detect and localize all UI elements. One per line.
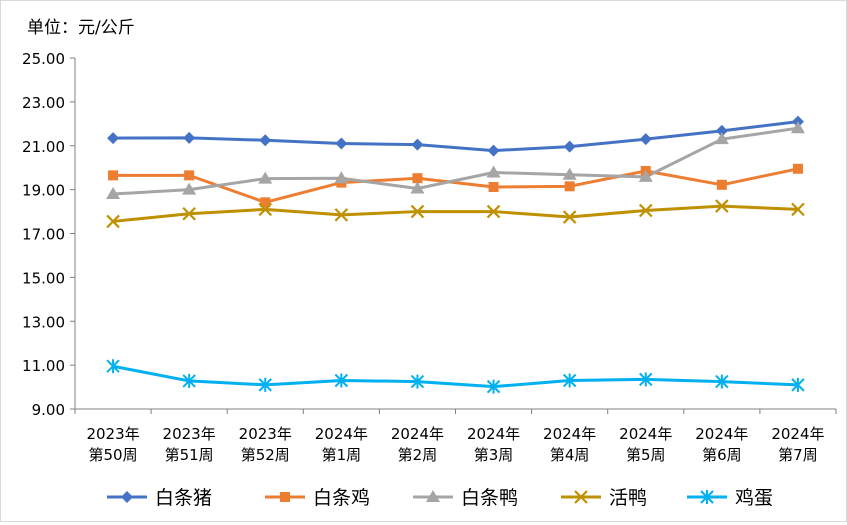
legend-marker: [574, 490, 588, 504]
legend-marker: [426, 490, 440, 502]
data-point: [410, 181, 425, 194]
series-line-2: [112, 126, 799, 196]
x-tick-label: 2024年第3周: [467, 425, 520, 464]
x-tick-label: 2023年第50周: [86, 425, 139, 464]
data-point: [792, 163, 803, 174]
series-line-4: [112, 364, 799, 389]
data-point: [335, 137, 348, 150]
y-tick-label: 19.00: [22, 182, 65, 200]
data-point: [714, 132, 729, 145]
data-point: [715, 374, 729, 389]
data-point: [562, 210, 577, 224]
y-tick-label: 13.00: [22, 313, 65, 331]
data-point: [182, 373, 196, 388]
y-tick-label: 15.00: [22, 269, 65, 287]
legend-marker: [700, 490, 714, 504]
data-point: [410, 374, 425, 389]
data-point: [562, 373, 577, 388]
data-point: [716, 179, 727, 190]
data-point: [258, 171, 273, 184]
data-point: [411, 138, 424, 151]
data-point: [259, 134, 272, 147]
y-tick-label: 17.00: [22, 226, 65, 244]
data-point: [106, 214, 120, 229]
data-point: [334, 171, 349, 184]
series-line-0: [113, 120, 799, 153]
data-point: [562, 167, 577, 180]
data-point: [107, 132, 120, 145]
legend-label: 白条鸡: [313, 487, 370, 509]
y-tick-label: 11.00: [22, 357, 65, 375]
legend-item: 鸡蛋: [687, 487, 773, 509]
y-tick-label: 25.00: [22, 50, 65, 68]
data-point: [791, 377, 805, 392]
data-point: [487, 144, 500, 157]
x-tick-label: 2023年第52周: [239, 425, 292, 464]
legend-label: 白条猪: [155, 487, 212, 509]
data-point: [334, 208, 349, 222]
data-point: [184, 170, 195, 181]
legend-item: 白条猪: [107, 487, 212, 509]
data-point: [106, 359, 120, 374]
data-point: [260, 197, 271, 208]
data-point: [791, 202, 805, 217]
data-point: [410, 204, 425, 219]
data-point: [488, 181, 499, 192]
data-point: [106, 187, 121, 200]
data-point: [486, 379, 501, 394]
x-tick-label: 2024年第5周: [619, 425, 672, 464]
data-point: [564, 181, 575, 192]
x-tick-label: 2024年第7周: [771, 425, 824, 464]
y-tick-label: 23.00: [22, 94, 65, 112]
legend-label: 活鸭: [609, 487, 647, 509]
unit-label: 单位：元/公斤: [27, 18, 135, 38]
data-point: [639, 133, 652, 146]
y-tick-label: 9.00: [32, 401, 65, 419]
x-tick-label: 2023年第51周: [163, 425, 216, 464]
data-point: [715, 199, 729, 213]
data-point: [412, 173, 423, 184]
legend-item: 白条鸭: [413, 487, 518, 509]
data-point: [258, 377, 272, 392]
data-point: [790, 121, 805, 134]
legend-item: 活鸭: [561, 487, 647, 509]
data-point: [182, 206, 196, 221]
data-point: [638, 169, 653, 182]
series-line-3: [112, 204, 799, 223]
x-tick-label: 2024年第4周: [543, 425, 596, 464]
data-point: [563, 140, 576, 153]
data-point: [486, 204, 501, 219]
x-tick-label: 2024年第6周: [695, 425, 748, 464]
legend-item: 白条鸡: [265, 487, 370, 509]
data-point: [639, 372, 653, 387]
data-point: [108, 170, 119, 181]
data-point: [638, 203, 653, 218]
series-line-1: [113, 167, 799, 204]
legend-marker: [121, 491, 133, 503]
data-point: [258, 202, 273, 217]
legend-label: 鸡蛋: [735, 487, 773, 509]
x-tick-label: 2024年第1周: [315, 425, 368, 464]
data-point: [334, 373, 349, 388]
data-point: [715, 124, 728, 137]
data-point: [486, 165, 501, 178]
legend-label: 白条鸭: [461, 487, 518, 509]
legend-marker: [280, 492, 290, 502]
data-point: [182, 182, 197, 195]
data-point: [183, 131, 196, 144]
y-tick-label: 21.00: [22, 138, 65, 156]
x-tick-label: 2024年第2周: [391, 425, 444, 464]
